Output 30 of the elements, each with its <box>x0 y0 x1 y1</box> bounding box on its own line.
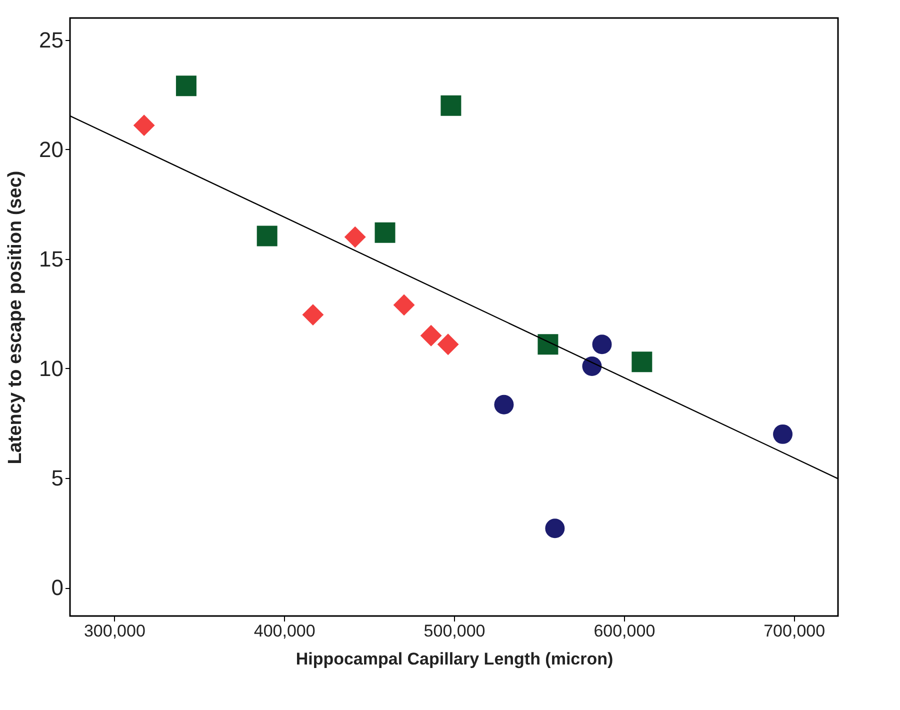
x-tick-label: 600,000 <box>594 622 656 640</box>
x-tick-label: 400,000 <box>254 622 316 640</box>
point <box>632 352 652 372</box>
point <box>344 226 366 248</box>
y-tick-label: 15 <box>39 246 64 272</box>
y-tick-label: 20 <box>39 136 64 162</box>
point <box>374 222 396 243</box>
point <box>494 394 514 414</box>
y-tick-label: 25 <box>39 27 64 52</box>
point <box>393 294 415 316</box>
y-tick-label: 10 <box>39 356 64 381</box>
point <box>592 334 612 354</box>
y-tick-label: 0 <box>51 575 64 600</box>
point <box>420 324 442 346</box>
point <box>582 356 602 376</box>
point <box>302 304 324 326</box>
x-tick-label: 500,000 <box>424 622 486 640</box>
point <box>256 226 278 246</box>
y-axis-title: Latency to escape position (sec) <box>5 170 26 464</box>
point <box>440 95 462 116</box>
x-axis-title: Hippocampal Capillary Length (micron) <box>296 650 614 668</box>
point <box>538 334 558 355</box>
x-tick-label: 700,000 <box>764 622 826 640</box>
y-tick-label: 5 <box>51 466 64 490</box>
point <box>437 334 459 356</box>
point <box>133 114 155 136</box>
point <box>773 424 793 444</box>
point <box>176 76 196 96</box>
point <box>545 518 565 538</box>
x-tick-label: 300,000 <box>84 622 146 640</box>
